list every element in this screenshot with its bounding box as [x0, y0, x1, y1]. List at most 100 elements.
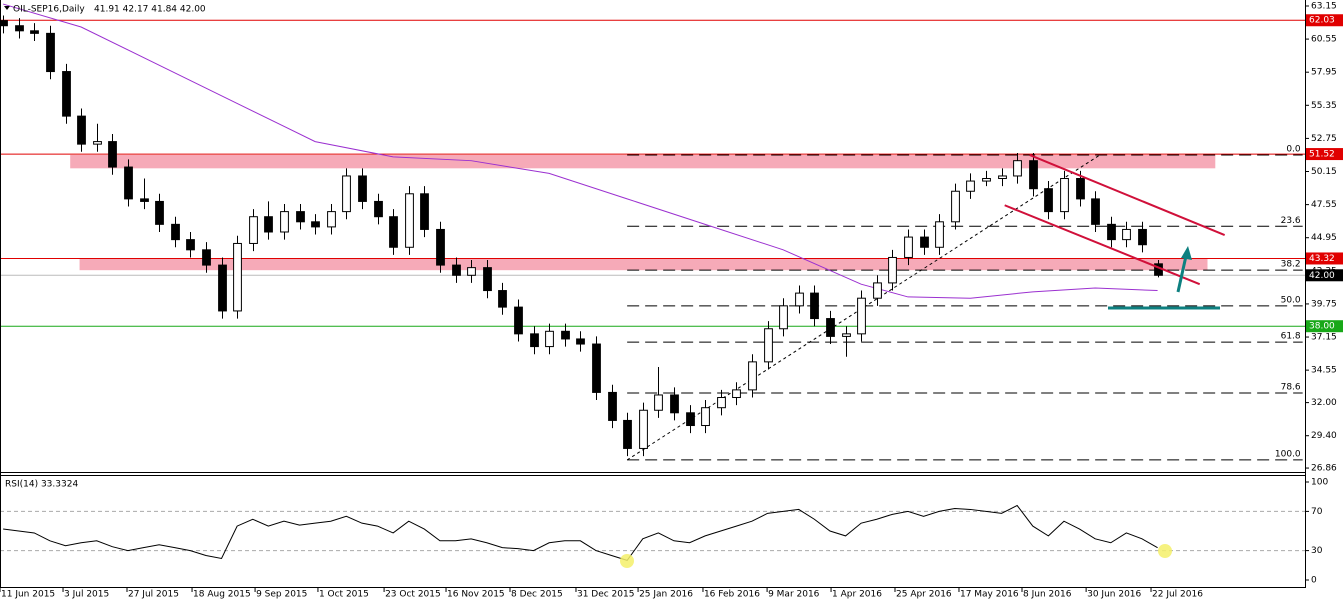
- y-tick-label: 52.75: [1311, 134, 1337, 144]
- arrow: [1176, 255, 1188, 293]
- candle-body: [30, 30, 39, 34]
- zone: [79, 258, 1208, 271]
- ohlc-text: 41.91 42.17 41.84 42.00: [94, 5, 206, 15]
- rsi-tick-label: 0: [1311, 576, 1317, 586]
- price-label-box: [1306, 14, 1343, 27]
- price-label-box: [1306, 252, 1343, 265]
- price-label-box: [1306, 148, 1343, 161]
- candle-body: [342, 175, 351, 213]
- candle-body: [15, 25, 24, 32]
- y-tick-label: 26.86: [1311, 464, 1337, 474]
- highlight: [1158, 544, 1172, 558]
- y-tick-label: 50.15: [1311, 167, 1337, 177]
- candle-body: [1060, 178, 1069, 213]
- rsi-tick-label: 30: [1311, 546, 1323, 556]
- y-tick-label: 34.55: [1311, 366, 1337, 376]
- candle-body: [420, 193, 429, 230]
- price-label: 62.03: [1309, 16, 1335, 26]
- arrow-head: [1181, 246, 1192, 260]
- x-tick-label: 8 Jun 2016: [1023, 590, 1072, 600]
- candle-body: [452, 264, 461, 276]
- candle-body: [842, 333, 851, 337]
- candle-body: [186, 239, 195, 251]
- x-tick-label: 16 Nov 2015: [447, 590, 505, 600]
- x-tick-label: 17 May 2016: [960, 590, 1019, 600]
- candle-body: [701, 407, 710, 427]
- y-tick-label: 37.15: [1311, 333, 1337, 343]
- price-label: 43.32: [1309, 254, 1335, 264]
- x-tick-label: 25 Jan 2016: [639, 590, 693, 600]
- price-label: 42.00: [1309, 271, 1335, 281]
- zone: [70, 154, 1216, 169]
- candle-body: [530, 333, 539, 348]
- candle-body: [810, 292, 819, 320]
- candle-body: [140, 198, 149, 202]
- candle-body: [405, 193, 414, 248]
- candle-body: [654, 394, 663, 411]
- candle-body: [857, 297, 866, 335]
- candle-body: [62, 71, 71, 117]
- candle-body: [155, 200, 164, 225]
- candle-body: [576, 338, 585, 345]
- candle-body: [389, 216, 398, 248]
- highlight: [620, 554, 634, 568]
- y-tick-label: 60.55: [1311, 35, 1337, 45]
- candle-body: [873, 282, 882, 299]
- candle-body: [171, 223, 180, 241]
- candle-body: [374, 200, 383, 218]
- candle-body: [623, 419, 632, 449]
- candle-body: [764, 328, 773, 363]
- y-tick-label: 39.75: [1311, 299, 1337, 309]
- candle-body: [1013, 160, 1022, 177]
- fib-label: 78.6: [1281, 383, 1301, 393]
- x-tick-label: 25 Apr 2016: [896, 590, 952, 600]
- price-label-box: [1306, 269, 1343, 282]
- candle-body: [670, 394, 679, 414]
- candle-body: [592, 343, 601, 393]
- fib-label: 38.2: [1281, 260, 1301, 270]
- candle-body: [561, 330, 570, 340]
- fib-label: 23.6: [1281, 216, 1301, 226]
- y-tick-label: 32.00: [1311, 398, 1337, 408]
- candle-body: [982, 178, 991, 182]
- candle-body: [46, 32, 55, 73]
- candle-body: [93, 141, 102, 145]
- x-tick-label: 8 Dec 2015: [511, 590, 563, 600]
- price-label-box: [1306, 320, 1343, 333]
- y-tick-label: 44.95: [1311, 233, 1337, 243]
- candle-body: [826, 318, 835, 337]
- candle-body: [1122, 228, 1131, 241]
- candle-body: [280, 211, 289, 233]
- candle-body: [717, 397, 726, 409]
- candle-body: [498, 290, 507, 308]
- candle-body: [966, 180, 975, 192]
- candle-body: [77, 115, 86, 145]
- x-tick-label: 23 Oct 2015: [385, 590, 441, 600]
- candle-body: [124, 166, 133, 200]
- channel-line: [1029, 154, 1226, 236]
- candle-body: [202, 249, 211, 266]
- x-tick-label: 9 Sep 2015: [256, 590, 307, 600]
- rsi-tick-label: 70: [1311, 507, 1323, 517]
- candle-body: [748, 361, 757, 391]
- candle-body: [1029, 160, 1038, 190]
- candle-body: [327, 211, 336, 228]
- candle-body: [1091, 198, 1100, 225]
- candle-body: [108, 141, 117, 168]
- rsi-line: [3, 504, 1158, 561]
- x-tick-label: 22 Jul 2016: [1152, 590, 1203, 600]
- candle-body: [483, 267, 492, 292]
- candle-body: [467, 267, 476, 276]
- x-tick-label: 18 Aug 2015: [193, 590, 251, 600]
- rsi-title: RSI(14) 33.3324: [5, 480, 78, 490]
- price-label: 38.00: [1309, 322, 1335, 332]
- moving-average: [2, 3, 1158, 299]
- x-tick-label: 27 Jul 2015: [128, 590, 179, 600]
- candle-body: [264, 216, 273, 233]
- x-tick-label: 9 Mar 2016: [768, 590, 820, 600]
- candle-body: [296, 211, 305, 223]
- candle-body: [920, 236, 929, 248]
- chart-title: OIL-SEP16,Daily: [13, 5, 85, 15]
